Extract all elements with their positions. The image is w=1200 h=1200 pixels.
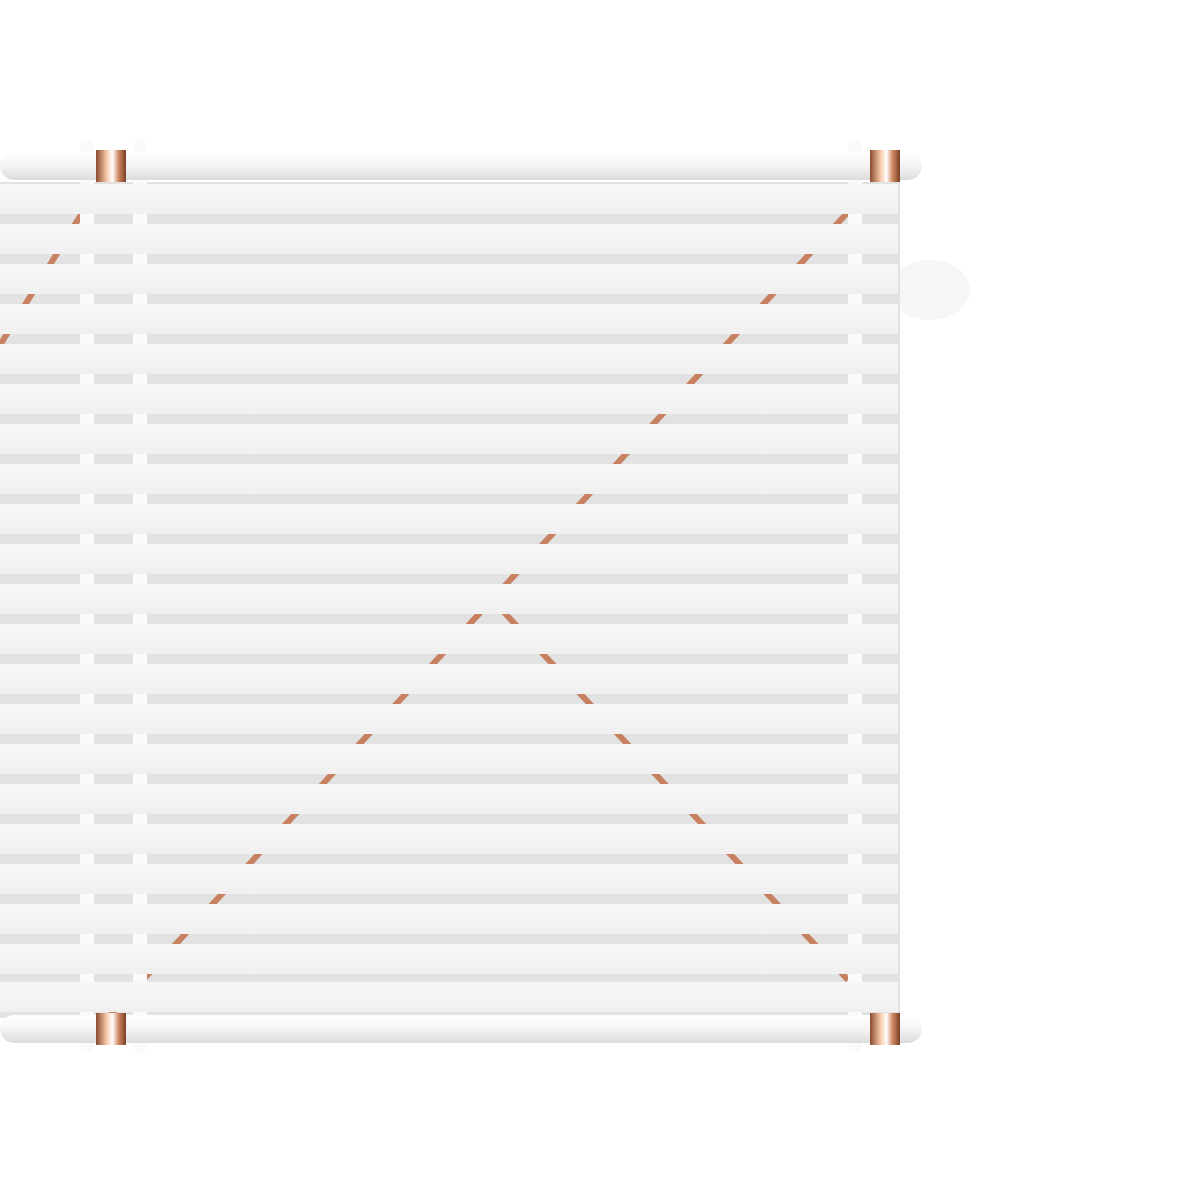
slat xyxy=(0,504,898,534)
slat xyxy=(0,664,898,694)
slat xyxy=(0,704,898,734)
slats xyxy=(0,184,898,1012)
slat xyxy=(0,624,898,654)
rod xyxy=(0,1015,922,1043)
slat xyxy=(0,264,898,294)
copper-ring xyxy=(870,150,900,182)
slat xyxy=(0,184,898,214)
slat xyxy=(0,384,898,414)
slat xyxy=(0,982,898,1012)
top-rod xyxy=(0,150,922,182)
copper-ring xyxy=(870,1013,900,1045)
copper-ring xyxy=(96,1013,126,1045)
slat xyxy=(0,304,898,334)
slat xyxy=(0,344,898,374)
rod xyxy=(0,152,922,180)
slat xyxy=(0,904,898,934)
slat xyxy=(0,544,898,574)
slat xyxy=(0,864,898,894)
slat xyxy=(0,224,898,254)
shadow xyxy=(890,260,970,320)
slat xyxy=(0,464,898,494)
slat xyxy=(0,784,898,814)
slat xyxy=(0,424,898,454)
copper-ring xyxy=(96,150,126,182)
slat xyxy=(0,584,898,614)
slat xyxy=(0,944,898,974)
bottom-rod xyxy=(0,1013,922,1045)
slat xyxy=(0,744,898,774)
slat xyxy=(0,824,898,854)
